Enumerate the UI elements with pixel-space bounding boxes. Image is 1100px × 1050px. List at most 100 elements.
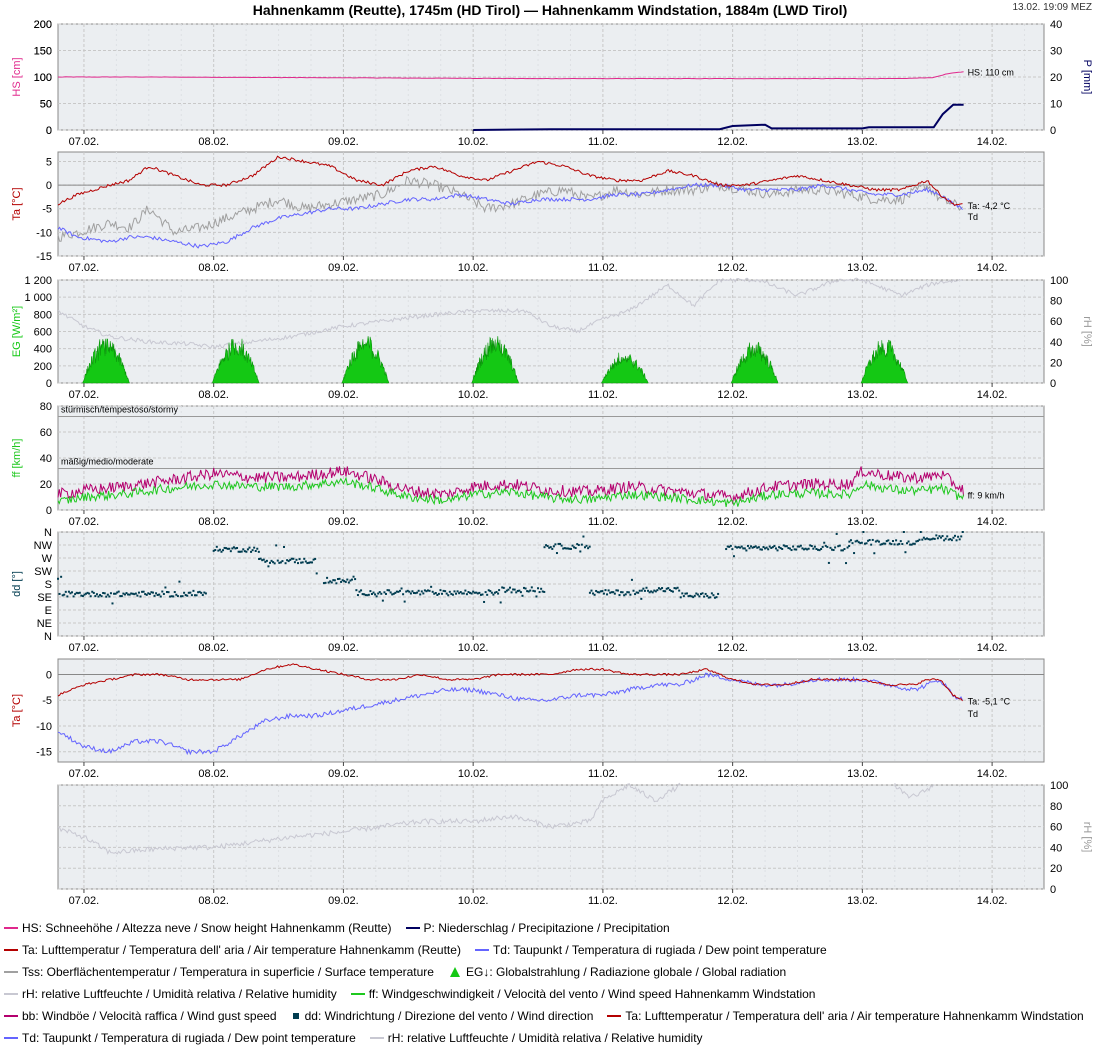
panel3-ytick-right-label: 80 [1050, 296, 1062, 308]
dd-point [312, 558, 315, 561]
dd-point [647, 589, 650, 592]
dd-point [201, 594, 204, 597]
dd-point [346, 578, 349, 581]
panel2-xtick-label: 14.02. [977, 262, 1008, 274]
dd-point [524, 587, 527, 590]
dd-point [590, 589, 593, 592]
dd-point [423, 589, 426, 592]
dd-point [225, 547, 228, 550]
dd-point [960, 535, 963, 538]
dd-point [573, 546, 576, 549]
panel7-xtick-label: 13.02. [847, 895, 878, 907]
dd-point [518, 589, 521, 592]
dd-point [347, 581, 350, 584]
dd-point [623, 594, 626, 597]
panel5-direction-label: S [45, 579, 52, 591]
dd-point [344, 580, 347, 583]
dd-point [689, 594, 692, 597]
panel2-xtick-label: 08.02. [198, 262, 229, 274]
dd-point [509, 586, 512, 589]
panel4-ytick-label: 80 [40, 401, 52, 413]
dd-point [696, 593, 699, 596]
dd-point [543, 546, 546, 549]
dd-point [403, 600, 406, 603]
panel1-xtick-label: 11.02. [588, 136, 618, 148]
dd-point [472, 590, 475, 593]
dd-point [877, 540, 880, 543]
dd-point [742, 547, 745, 550]
dd-point [661, 587, 664, 590]
legend-item-eg: EG↓: Globalstrahlung / Radiazione global… [448, 961, 786, 983]
dd-point [184, 594, 187, 597]
dd-point [99, 594, 102, 597]
precip-series-line [473, 103, 964, 131]
panel3-ytick-right-label: 100 [1050, 275, 1068, 287]
dd-point [504, 590, 507, 593]
dd-point [442, 589, 445, 592]
dd-point [141, 590, 144, 593]
dd-point [731, 548, 734, 551]
dd-point [754, 545, 757, 548]
dd-point [907, 540, 910, 543]
dd-point [784, 545, 787, 548]
legend-area-swatch [449, 967, 460, 977]
panel7-xtick-label: 11.02. [588, 895, 618, 907]
ta-value-label: Ta: -4,2 °C [968, 201, 1011, 211]
panel2-ytick-label: 5 [46, 156, 52, 168]
dd-point [450, 592, 453, 595]
dd-point [685, 592, 688, 595]
dd-point [921, 538, 924, 541]
dd-point [113, 592, 116, 595]
dd-point [83, 593, 86, 596]
legend-label: Ta: Lufttemperatur / Temperatura dell' a… [22, 943, 461, 957]
dd-point [80, 594, 83, 597]
dd-point [613, 592, 616, 595]
dd-point [455, 592, 458, 595]
panel7-ytick-right-label: 0 [1050, 884, 1056, 896]
dd-point [106, 593, 109, 596]
dd-point [236, 546, 239, 549]
panel5-ylabel: dd [°] [11, 571, 23, 597]
panel2-ytick-label: -15 [36, 251, 52, 263]
dd-point [823, 541, 826, 544]
dd-point [311, 561, 314, 564]
panel5-xtick-label: 11.02. [588, 642, 618, 654]
dd-point [114, 592, 117, 595]
dd-point [389, 591, 392, 594]
dd-point [505, 589, 508, 592]
dd-point [412, 591, 415, 594]
dd-point [848, 540, 851, 543]
panel5-direction-label: W [42, 553, 53, 565]
dd-point [329, 580, 332, 583]
dd-point [484, 591, 487, 594]
dd-point [665, 587, 668, 590]
dd-point [74, 593, 77, 596]
dd-point [806, 548, 809, 551]
dd-point [560, 544, 563, 547]
dd-point [391, 593, 394, 596]
dd-point [102, 591, 105, 594]
panel3-ytick-right-label: 40 [1050, 337, 1062, 349]
panel1-ytick-label: 150 [34, 46, 52, 58]
dd-point [831, 548, 834, 551]
dd-point [507, 588, 510, 591]
dd-point [551, 547, 554, 550]
panel5-direction-label: E [45, 605, 52, 617]
dd-point [521, 594, 524, 597]
dd-point [779, 547, 782, 550]
dd-point [231, 547, 234, 550]
dd-point [871, 538, 874, 541]
dd-point [881, 543, 884, 546]
dd-point [109, 592, 112, 595]
panel1-xtick-label: 10.02. [458, 136, 489, 148]
eg-area-day-1 [82, 338, 130, 384]
dd-point [916, 539, 919, 542]
dd-point [127, 593, 130, 596]
dd-point [816, 548, 819, 551]
dd-point [448, 590, 451, 593]
dd-point [327, 581, 330, 584]
dd-point [818, 549, 821, 552]
legend-label: Ta: Lufttemperatur / Temperatura dell' a… [625, 1009, 1084, 1023]
dd-point [627, 591, 630, 594]
